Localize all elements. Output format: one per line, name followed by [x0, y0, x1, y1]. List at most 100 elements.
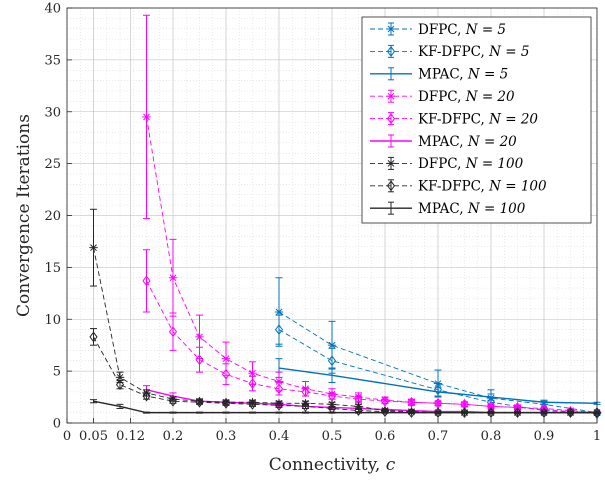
- error-bar: [169, 411, 177, 414]
- error-bar: [249, 411, 256, 414]
- star-stroke: [143, 113, 150, 121]
- error-bar: [461, 411, 468, 414]
- legend-label-n: N = 20: [467, 134, 517, 150]
- legend-entry: DFPC, N = 20: [370, 89, 515, 105]
- y-tick-label: 30: [44, 105, 61, 120]
- series-line: [93, 400, 597, 414]
- legend-label-name: KF-DFPC,: [418, 179, 489, 195]
- data-point: [301, 386, 310, 398]
- x-axis-label-text: Connectivity,: [269, 455, 386, 475]
- x-tick-label: 1: [593, 429, 601, 444]
- error-bar: [275, 411, 283, 414]
- star-stroke: [387, 160, 395, 167]
- legend-label: KF-DFPC, N = 100: [418, 179, 547, 195]
- y-tick-label: 5: [53, 365, 61, 380]
- legend-label-n: N = 20: [465, 89, 515, 105]
- legend-label-name: DFPC,: [418, 156, 466, 172]
- error-bar: [567, 411, 574, 414]
- series-line: [146, 280, 598, 414]
- series-line: [278, 367, 598, 404]
- x-tick-label: 0.12: [116, 429, 145, 444]
- data-point: [168, 326, 178, 338]
- error-bar: [328, 392, 336, 400]
- y-tick-label: 10: [44, 313, 61, 328]
- star-stroke: [387, 25, 395, 33]
- legend-entry: DFPC, N = 5: [370, 22, 506, 38]
- data-point: [274, 324, 284, 336]
- x-tick-label: 0.7: [428, 429, 449, 444]
- y-axis-label: Convergence Iterations: [14, 114, 34, 317]
- data-point: [221, 368, 231, 380]
- data-point: [460, 407, 469, 419]
- error-bar: [487, 411, 495, 414]
- legend-label-name: KF-DFPC,: [418, 44, 489, 60]
- legend-label-n: N = 5: [465, 22, 506, 38]
- data-point: [195, 332, 204, 342]
- star-stroke: [249, 369, 256, 377]
- y-tick-label: 40: [44, 2, 61, 17]
- data-point: [380, 406, 390, 418]
- series-8: [90, 399, 601, 414]
- x-tick-label: 0.4: [269, 429, 290, 444]
- error-bar: [540, 411, 548, 414]
- legend-marker: [386, 92, 396, 101]
- legend-label: DFPC, N = 100: [418, 156, 524, 172]
- error-bar: [116, 403, 124, 409]
- data-point: [301, 400, 310, 412]
- legend-marker: [386, 159, 396, 168]
- data-point: [539, 407, 549, 419]
- legend-label-name: KF-DFPC,: [418, 111, 489, 127]
- data-point: [433, 407, 443, 419]
- series-layer: [89, 14, 602, 420]
- error-bar: [381, 411, 389, 414]
- data-point: [354, 405, 363, 416]
- legend-entry: MPAC, N = 100: [370, 201, 526, 217]
- x-axis-label-var: c: [386, 455, 396, 475]
- y-tick-label: 20: [44, 209, 61, 224]
- legend-label: DFPC, N = 20: [418, 89, 515, 105]
- error-bar: [222, 363, 230, 386]
- data-point: [407, 396, 416, 408]
- data-point: [486, 407, 496, 419]
- error-bar: [302, 411, 309, 414]
- error-bar: [434, 411, 442, 414]
- legend-label: KF-DFPC, N = 20: [418, 111, 538, 127]
- data-point: [89, 243, 98, 252]
- legend-label-name: DFPC,: [418, 89, 466, 105]
- legend-label-name: DFPC,: [418, 22, 466, 38]
- star-stroke: [90, 244, 97, 252]
- data-point: [195, 396, 204, 408]
- x-tick-label: 0.6: [375, 429, 396, 444]
- legend-label-n: N = 20: [488, 111, 538, 127]
- x-tick-label: 0.3: [216, 429, 237, 444]
- data-point: [248, 398, 257, 410]
- legend-box: [361, 16, 592, 224]
- error-bar: [143, 392, 150, 400]
- series-line: [278, 329, 598, 415]
- data-point: [274, 399, 284, 411]
- star-stroke: [222, 355, 230, 363]
- data-point: [274, 383, 284, 395]
- legend-marker: [386, 180, 396, 192]
- legend-entry: DFPC, N = 100: [370, 156, 524, 172]
- data-point: [248, 378, 257, 390]
- x-tick-label: 0.2: [163, 429, 184, 444]
- legend-entry: KF-DFPC, N = 5: [370, 44, 529, 60]
- legend-entry: KF-DFPC, N = 20: [370, 111, 538, 127]
- y-tick-label: 0: [53, 417, 61, 432]
- legend-marker: [386, 24, 396, 34]
- data-point: [89, 331, 98, 343]
- legend-label: MPAC, N = 5: [418, 67, 508, 83]
- legend-label-n: N = 5: [488, 44, 529, 60]
- data-point: [142, 390, 151, 402]
- error-bar: [222, 411, 230, 414]
- data-point: [513, 407, 522, 419]
- error-bar: [487, 393, 495, 401]
- legend-label-name: MPAC,: [418, 134, 468, 150]
- error-bar: [328, 411, 336, 414]
- series-line: [146, 116, 598, 414]
- error-bar: [196, 411, 203, 414]
- x-tick-label: 0.9: [534, 429, 555, 444]
- legend-label-name: MPAC,: [418, 67, 468, 83]
